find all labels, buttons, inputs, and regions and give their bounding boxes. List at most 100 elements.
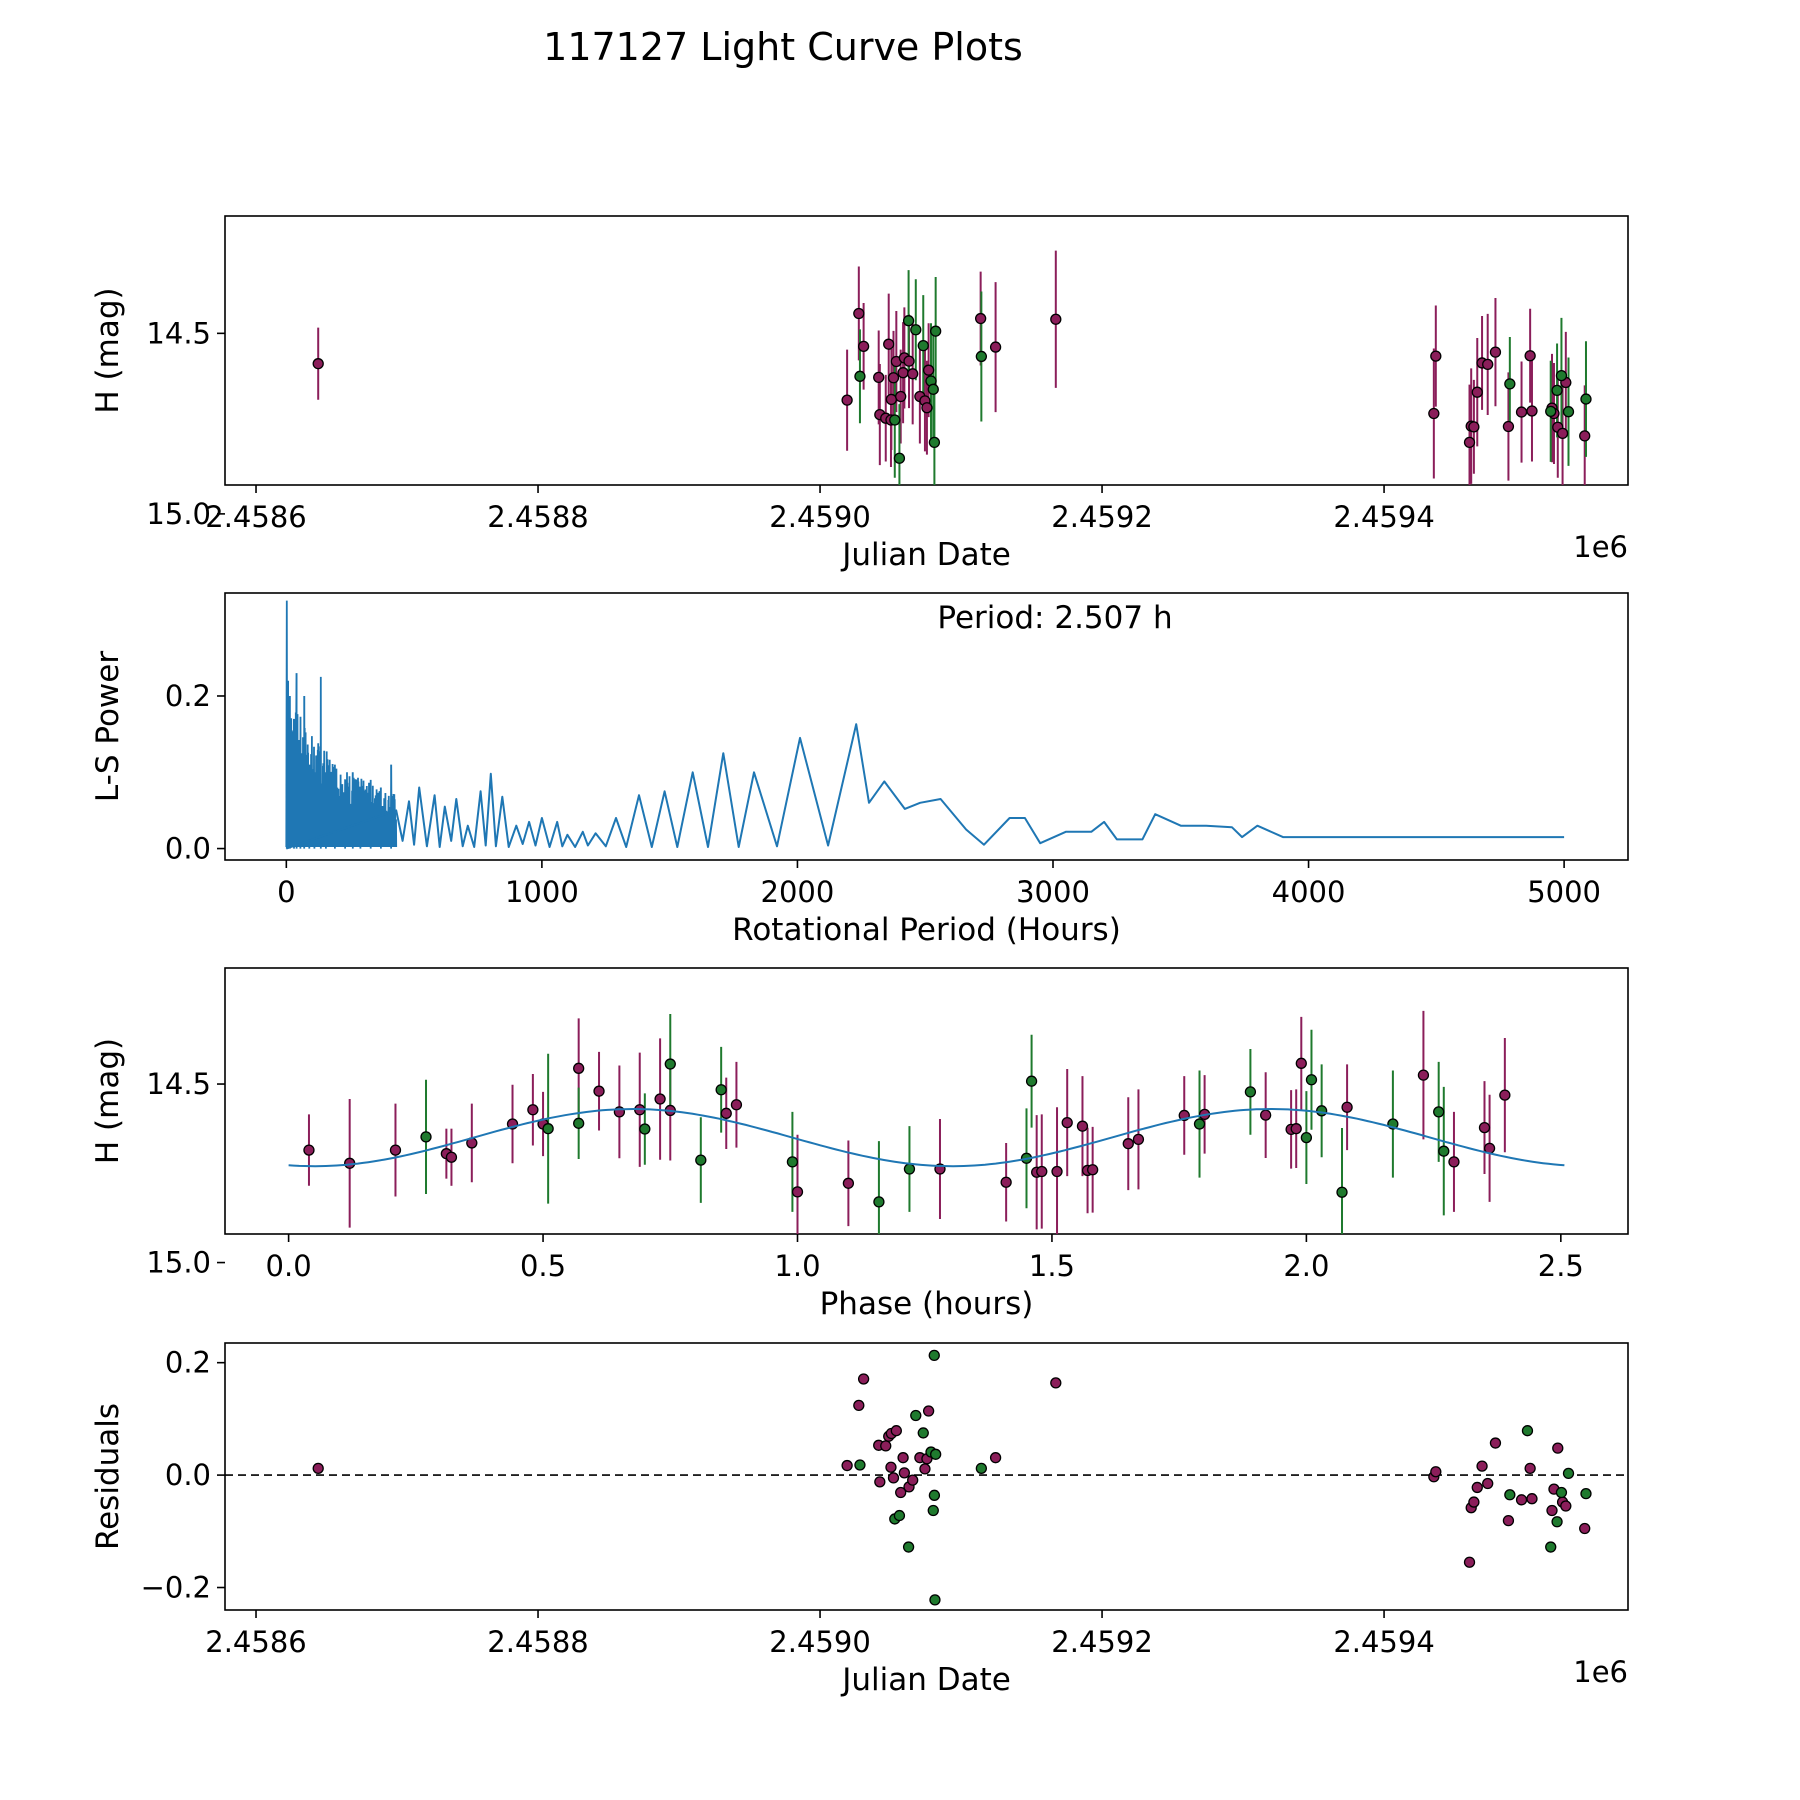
residual-point-magenta: [898, 1467, 911, 1479]
data-point-magenta: [1499, 1089, 1511, 1101]
data-point-magenta: [1428, 407, 1440, 420]
x-tick-label: 2.4588: [487, 1625, 588, 1659]
subplot-periodogram: Period: 2.507 h 0 1000 2000 3000 4000 5000 0.0 0…: [90, 592, 1629, 948]
residual-point-green: [910, 1409, 922, 1422]
data-point-green: [1504, 378, 1516, 390]
x-tick-label: 2.4592: [1051, 1625, 1152, 1659]
data-point-green: [1580, 393, 1592, 405]
data-point-green: [930, 325, 942, 337]
data-point-magenta: [1050, 313, 1062, 325]
data-point-magenta: [1524, 350, 1536, 362]
x-offset-label: 1e6: [1573, 1655, 1628, 1689]
data-point-magenta: [791, 1186, 804, 1198]
residual-point-magenta: [1430, 1466, 1442, 1478]
data-point-magenta: [389, 1144, 402, 1156]
residual-point-green: [1555, 1486, 1568, 1499]
data-point-magenta: [873, 371, 885, 384]
data-point-green: [715, 1084, 727, 1096]
data-point-green: [1025, 1075, 1038, 1087]
data-point-magenta: [1061, 1116, 1073, 1129]
residual-point-magenta: [1463, 1556, 1476, 1568]
residual-point-magenta: [1476, 1460, 1488, 1472]
residual-point-magenta: [1468, 1496, 1480, 1508]
x-tick-label: 2.4590: [769, 500, 870, 534]
x-tick-label: 2.4594: [1333, 500, 1434, 534]
x-tick-label: 1000: [505, 875, 579, 909]
residual-point-magenta: [1579, 1522, 1591, 1535]
residual-point-magenta: [922, 1405, 935, 1417]
data-point-magenta: [922, 364, 935, 376]
data-point-green: [854, 370, 866, 382]
residual-point-green: [928, 1489, 941, 1501]
data-point-green: [928, 436, 941, 449]
data-point-magenta: [573, 1062, 585, 1074]
residual-point-green: [1504, 1489, 1516, 1501]
data-point-green: [910, 324, 922, 336]
data-point-magenta: [921, 402, 933, 414]
x-tick-label: 4000: [1272, 875, 1346, 909]
y-axis-label: L-S Power: [90, 651, 126, 802]
x-tick-label: 0.0: [266, 1249, 312, 1283]
data-point-magenta: [853, 307, 865, 320]
x-offset-label: 1e6: [1573, 530, 1628, 564]
residual-point-green: [927, 1504, 939, 1517]
data-point-magenta: [1471, 386, 1483, 398]
data-point-magenta: [1417, 1069, 1430, 1081]
residual-point-magenta: [897, 1452, 909, 1464]
data-point-green: [873, 1196, 885, 1208]
data-point-green: [1244, 1086, 1257, 1098]
data-point-magenta: [842, 1177, 855, 1189]
data-point-magenta: [1295, 1057, 1307, 1069]
data-point-magenta: [730, 1099, 743, 1111]
data-point-green: [902, 315, 915, 327]
data-point-magenta: [1122, 1138, 1134, 1150]
residual-point-green: [975, 1462, 988, 1474]
data-point-magenta: [1132, 1133, 1145, 1146]
x-tick-label: 2000: [761, 875, 835, 909]
data-point-green: [1305, 1074, 1318, 1086]
data-point-magenta: [654, 1093, 666, 1105]
data-point-green: [927, 383, 939, 395]
data-point-green: [1193, 1118, 1206, 1130]
y-tick-label: 0.2: [165, 679, 211, 713]
data-point-magenta: [907, 368, 919, 380]
data-point-magenta: [1489, 346, 1502, 358]
data-point-green: [573, 1117, 585, 1129]
residual-point-magenta: [919, 1463, 931, 1475]
periodogram-dense-region: [285, 600, 398, 849]
y-axis-label: Residuals: [90, 1403, 126, 1550]
data-point-magenta: [312, 358, 324, 370]
data-point-magenta: [1000, 1176, 1012, 1188]
residual-point-green: [917, 1427, 929, 1439]
data-point-green: [639, 1123, 651, 1135]
data-point-magenta: [1482, 358, 1494, 371]
axes-frame: [224, 1342, 1629, 1611]
y-tick-label: −0.2: [141, 1571, 211, 1605]
residual-point-green: [1521, 1425, 1534, 1437]
x-tick-label: 2.4594: [1333, 1625, 1434, 1659]
y-axis-label: H (mag): [90, 287, 126, 413]
residual-point-magenta: [885, 1461, 897, 1473]
residual-point-magenta: [1526, 1493, 1538, 1505]
data-point-green: [1562, 406, 1575, 418]
data-point-magenta: [1448, 1156, 1460, 1168]
periodogram-line: [285, 723, 1565, 850]
subplot-container: 2.4586 2.4588 2.4590 2.4592 2.4594 14.5 15.0 Ju…: [90, 215, 1629, 1698]
residual-point-green: [928, 1349, 940, 1362]
data-point-magenta: [1290, 1123, 1302, 1135]
subplot-residuals: 2.4586 2.4588 2.4590 2.4592 2.4594 −0.2 0.0 0.2…: [90, 1342, 1629, 1698]
data-point-magenta: [974, 312, 987, 325]
data-point-magenta: [527, 1104, 539, 1116]
residual-point-magenta: [1515, 1494, 1528, 1506]
data-point-green: [786, 1156, 799, 1168]
x-tick-label: 5000: [1527, 875, 1601, 909]
data-point-green: [420, 1131, 432, 1143]
x-tick-label: 2.5: [1538, 1249, 1584, 1283]
data-point-green: [903, 1163, 916, 1175]
y-axis-label: H (mag): [90, 1038, 126, 1164]
x-tick-label: 2.4586: [205, 1625, 306, 1659]
residual-point-magenta: [1502, 1514, 1515, 1527]
x-axis-label: Rotational Period (Hours): [732, 912, 1121, 948]
data-point-magenta: [1087, 1164, 1099, 1176]
data-point-magenta: [895, 390, 907, 403]
